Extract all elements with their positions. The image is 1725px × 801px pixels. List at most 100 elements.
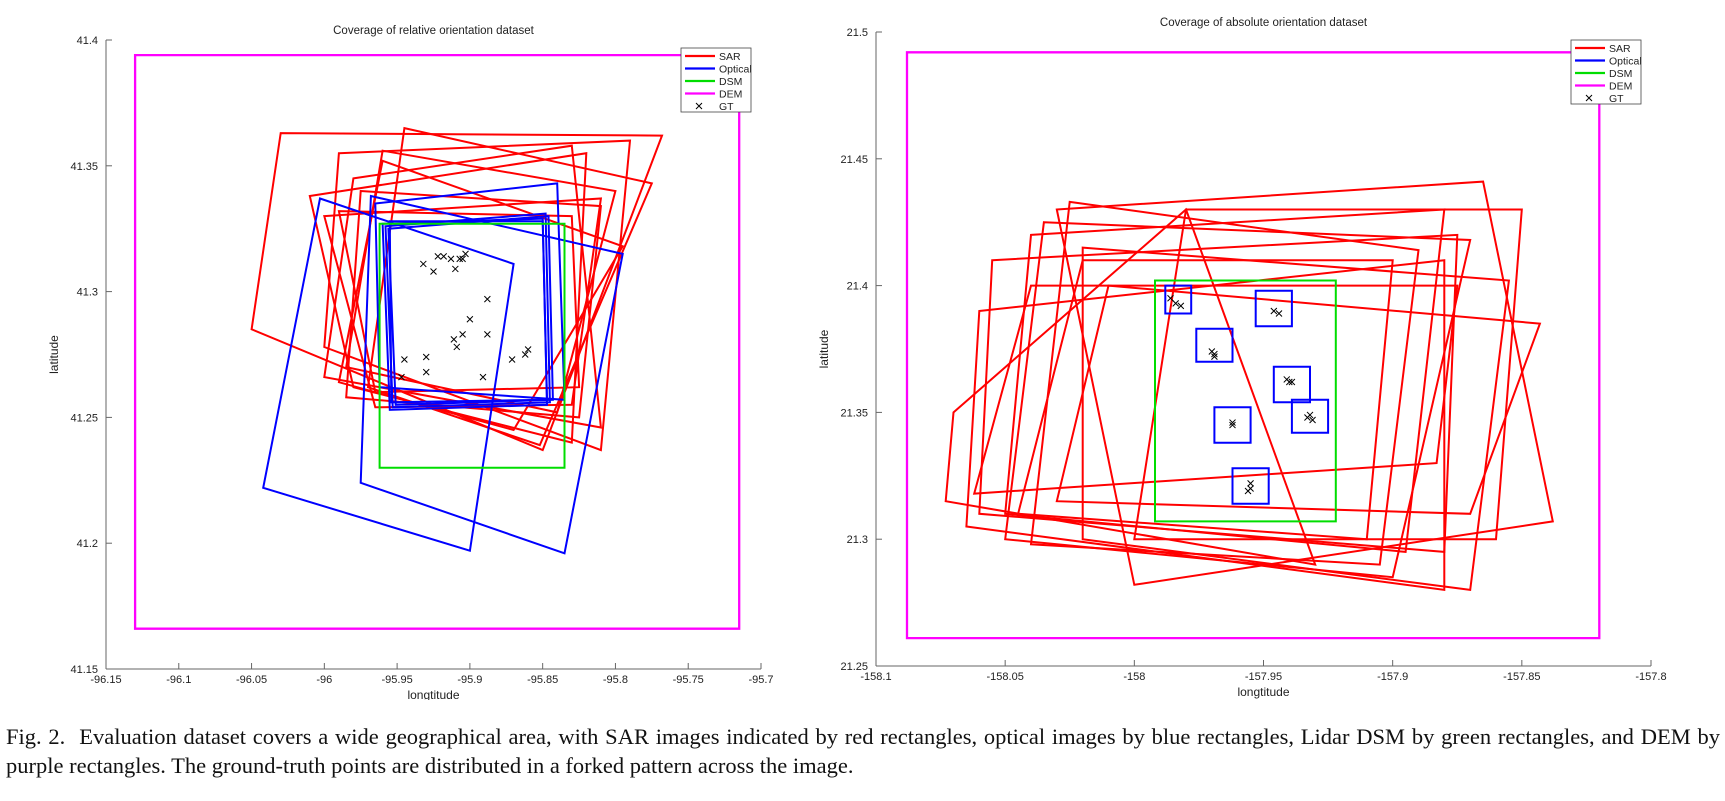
gt-point-marker [1229,421,1236,429]
x-tick-label: -158.05 [987,671,1024,683]
legend-sar-label: SAR [1609,43,1631,55]
sar-footprint [944,207,1317,566]
optical-footprint [262,197,515,552]
legend-gt-marker [1585,94,1593,102]
sar-footprint [1055,284,1542,515]
y-tick-label: 41.35 [70,161,98,173]
absolute-orientation-plot: Coverage of absolute orientation dataset… [817,17,1667,699]
gt-point-marker [440,253,448,260]
gt-point-marker [434,253,442,260]
gt-point-marker [456,255,464,263]
dsm-footprint [1154,279,1337,523]
series-dsm [1154,279,1337,523]
sar-footprint [978,233,1459,553]
x-tick-label: -158 [1123,671,1145,683]
x-tick-label: -157.8 [1635,671,1666,683]
y-tick-label: 21.3 [847,534,868,546]
sar-footprint [323,144,603,429]
gt-point-marker [479,373,487,381]
optical-footprint [359,194,624,555]
dem-footprint [905,51,1601,640]
legend-gt-label: GT [719,101,734,113]
sar-footprint [1029,200,1420,566]
gt-point-marker [1285,378,1293,386]
sar-footprint [323,197,603,409]
y-tick-label: 21.4 [847,281,868,293]
y-tick-label: 41.15 [70,664,98,676]
optical-footprint [1213,406,1252,444]
x-tick-label: -96 [316,674,332,686]
gt-point-marker [459,331,466,338]
optical-footprint [1195,327,1234,363]
x-axis-label: longtitude [1237,685,1289,699]
x-tick-label: -158.1 [860,671,891,683]
x-tick-label: -157.95 [1245,671,1282,683]
y-axis-label: latitude [47,335,61,374]
gt-point-marker [1177,302,1185,310]
gt-point-marker [1270,307,1278,315]
sar-footprint [972,284,1459,495]
y-tick-label: 41.3 [77,287,98,299]
sar-footprint [1133,208,1523,541]
caption-label: Fig. 2. [6,724,66,749]
gt-point-marker [1244,487,1252,495]
legend-dsm-label: DSM [1609,68,1632,80]
gt-point-marker [521,351,529,358]
y-tick-label: 21.25 [840,661,868,673]
gt-point-marker [398,373,405,381]
gt-point-marker [462,250,469,258]
sar-footprint [1004,221,1472,579]
y-tick-label: 41.4 [77,35,98,47]
sar-footprint [345,149,617,414]
gt-point-marker [419,260,427,268]
legend-gt-label: GT [1609,93,1624,105]
optical-footprint [1231,467,1270,505]
gt-point-marker [1172,299,1180,307]
gt-point-marker [459,255,466,263]
chart-title: Coverage of relative orientation dataset [333,25,535,37]
chart-title: Coverage of absolute orientation dataset [1160,17,1368,29]
optical-footprint [1272,365,1311,404]
y-tick-label: 41.2 [77,538,98,550]
gt-point-marker [1247,480,1254,487]
legend-optical-label: Optical [1609,55,1642,67]
gt-point-marker [401,356,408,363]
x-tick-label: -157.9 [1377,671,1408,683]
x-tick-label: -96.15 [90,674,121,686]
legend-sar-label: SAR [719,51,741,63]
gt-point-marker [1211,350,1218,358]
x-tick-label: -95.95 [382,674,413,686]
sar-footprint [1004,208,1446,553]
sar-footprint [250,132,664,452]
relative-orientation-plot: Coverage of relative orientation dataset… [47,25,774,700]
series-dem [905,51,1601,640]
gt-point-marker [1309,416,1316,424]
x-tick-label: -95.9 [457,674,482,686]
gt-point-marker [450,336,458,343]
x-tick-label: -95.8 [603,674,628,686]
sar-footprint [345,189,603,419]
sar-footprint [337,210,581,394]
y-axis-label: latitude [817,329,831,368]
x-tick-label: -96.05 [236,674,267,686]
sar-footprint [1016,259,1394,541]
gt-point-marker [466,315,474,323]
gt-point-marker [1229,419,1236,426]
series-gt [398,250,532,381]
legend-gt-marker [695,102,703,110]
figure: Coverage of relative orientation dataset… [47,17,1667,700]
gt-point-marker [451,265,459,273]
gt-point-marker [484,295,491,303]
figure-caption: Fig. 2. Evaluation dataset covers a wide … [6,722,1720,780]
x-tick-label: -157.85 [1503,671,1540,683]
x-tick-label: -95.75 [673,674,704,686]
gt-point-marker [524,346,532,353]
caption-text: Evaluation dataset covers a wide geograp… [6,724,1720,778]
gt-point-marker [1288,378,1296,386]
series-sar [944,180,1554,592]
y-tick-label: 21.5 [847,27,868,39]
optical-footprint [1164,284,1193,315]
sar-footprint [308,152,588,444]
